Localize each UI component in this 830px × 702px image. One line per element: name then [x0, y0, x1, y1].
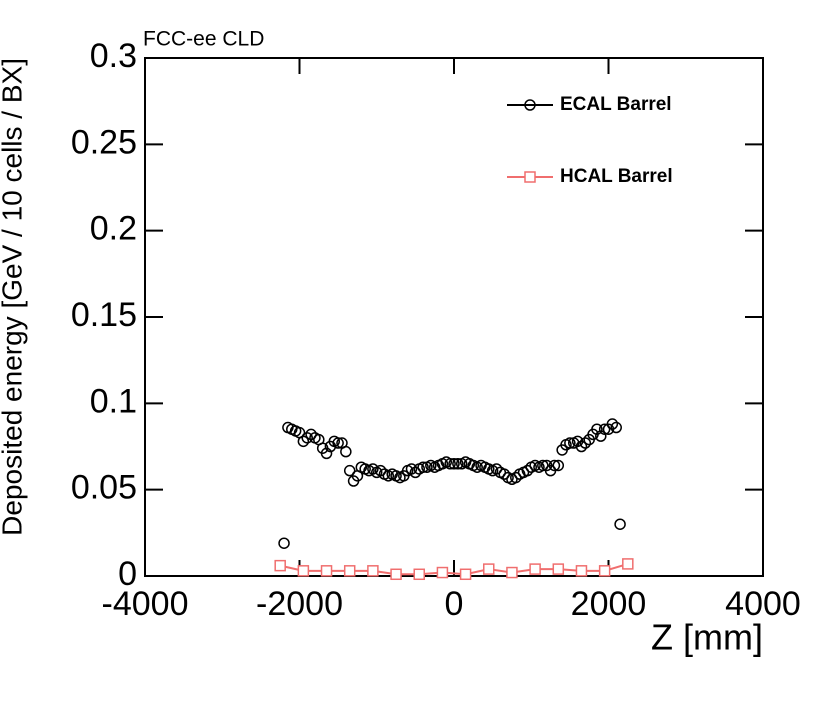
marker — [297, 435, 310, 448]
y-tick-label: 0 — [118, 555, 137, 593]
chart-title: FCC-ee CLD — [143, 28, 264, 51]
marker — [552, 563, 565, 575]
marker — [552, 459, 565, 472]
x-tick-label: -2000 — [256, 585, 343, 623]
x-tick-label: 0 — [445, 585, 464, 623]
y-tick-label: 0.15 — [71, 296, 137, 334]
marker — [417, 461, 429, 473]
marker — [340, 445, 352, 458]
marker — [390, 568, 402, 581]
marker — [529, 563, 541, 575]
y-tick-label: 0.3 — [90, 37, 137, 75]
marker — [452, 458, 464, 470]
marker — [278, 537, 290, 549]
marker — [490, 463, 503, 475]
marker — [537, 459, 549, 472]
marker — [614, 518, 626, 530]
x-axis-label: Z [mm] — [651, 617, 763, 658]
marker — [548, 459, 561, 472]
marker — [374, 464, 387, 477]
marker — [332, 437, 344, 449]
marker — [343, 565, 356, 577]
plot-frame — [144, 57, 764, 577]
marker — [436, 566, 449, 579]
marker — [510, 471, 522, 484]
marker — [367, 565, 379, 577]
marker — [564, 437, 576, 449]
marker — [483, 563, 495, 575]
marker — [413, 568, 425, 581]
y-tick-label: 0.1 — [90, 382, 137, 420]
marker — [301, 432, 313, 444]
x-tick-label: -4000 — [102, 585, 189, 623]
marker — [274, 559, 286, 572]
legend-label: ECAL Barrel — [560, 94, 672, 115]
marker — [367, 463, 379, 475]
y-tick-label: 0.05 — [71, 469, 137, 507]
marker — [575, 565, 588, 577]
marker — [444, 458, 456, 470]
marker — [598, 423, 611, 435]
series-line — [279, 562, 629, 576]
marker — [579, 437, 592, 449]
marker — [575, 440, 588, 453]
marker — [409, 466, 422, 479]
x-tick-label: 4000 — [725, 585, 801, 623]
marker — [622, 558, 634, 570]
marker — [506, 566, 518, 579]
marker — [521, 464, 534, 477]
marker — [598, 565, 611, 577]
marker — [498, 468, 510, 480]
legend-marker — [524, 99, 536, 111]
x-tick-label: 2000 — [571, 585, 647, 623]
y-tick-label: 0.2 — [90, 210, 137, 248]
marker — [343, 464, 356, 477]
marker — [448, 458, 460, 470]
marker — [459, 568, 472, 581]
legend-marker — [524, 171, 536, 183]
marker — [606, 418, 619, 430]
marker — [610, 421, 622, 434]
legend-label: HCAL Barrel — [560, 166, 673, 187]
marker — [320, 565, 333, 577]
y-tick-label: 0.25 — [71, 123, 137, 161]
marker — [405, 463, 418, 475]
marker — [297, 565, 310, 577]
marker — [305, 428, 317, 441]
y-axis-label: Deposited energy [GeV / 10 cells / BX] — [0, 58, 27, 536]
